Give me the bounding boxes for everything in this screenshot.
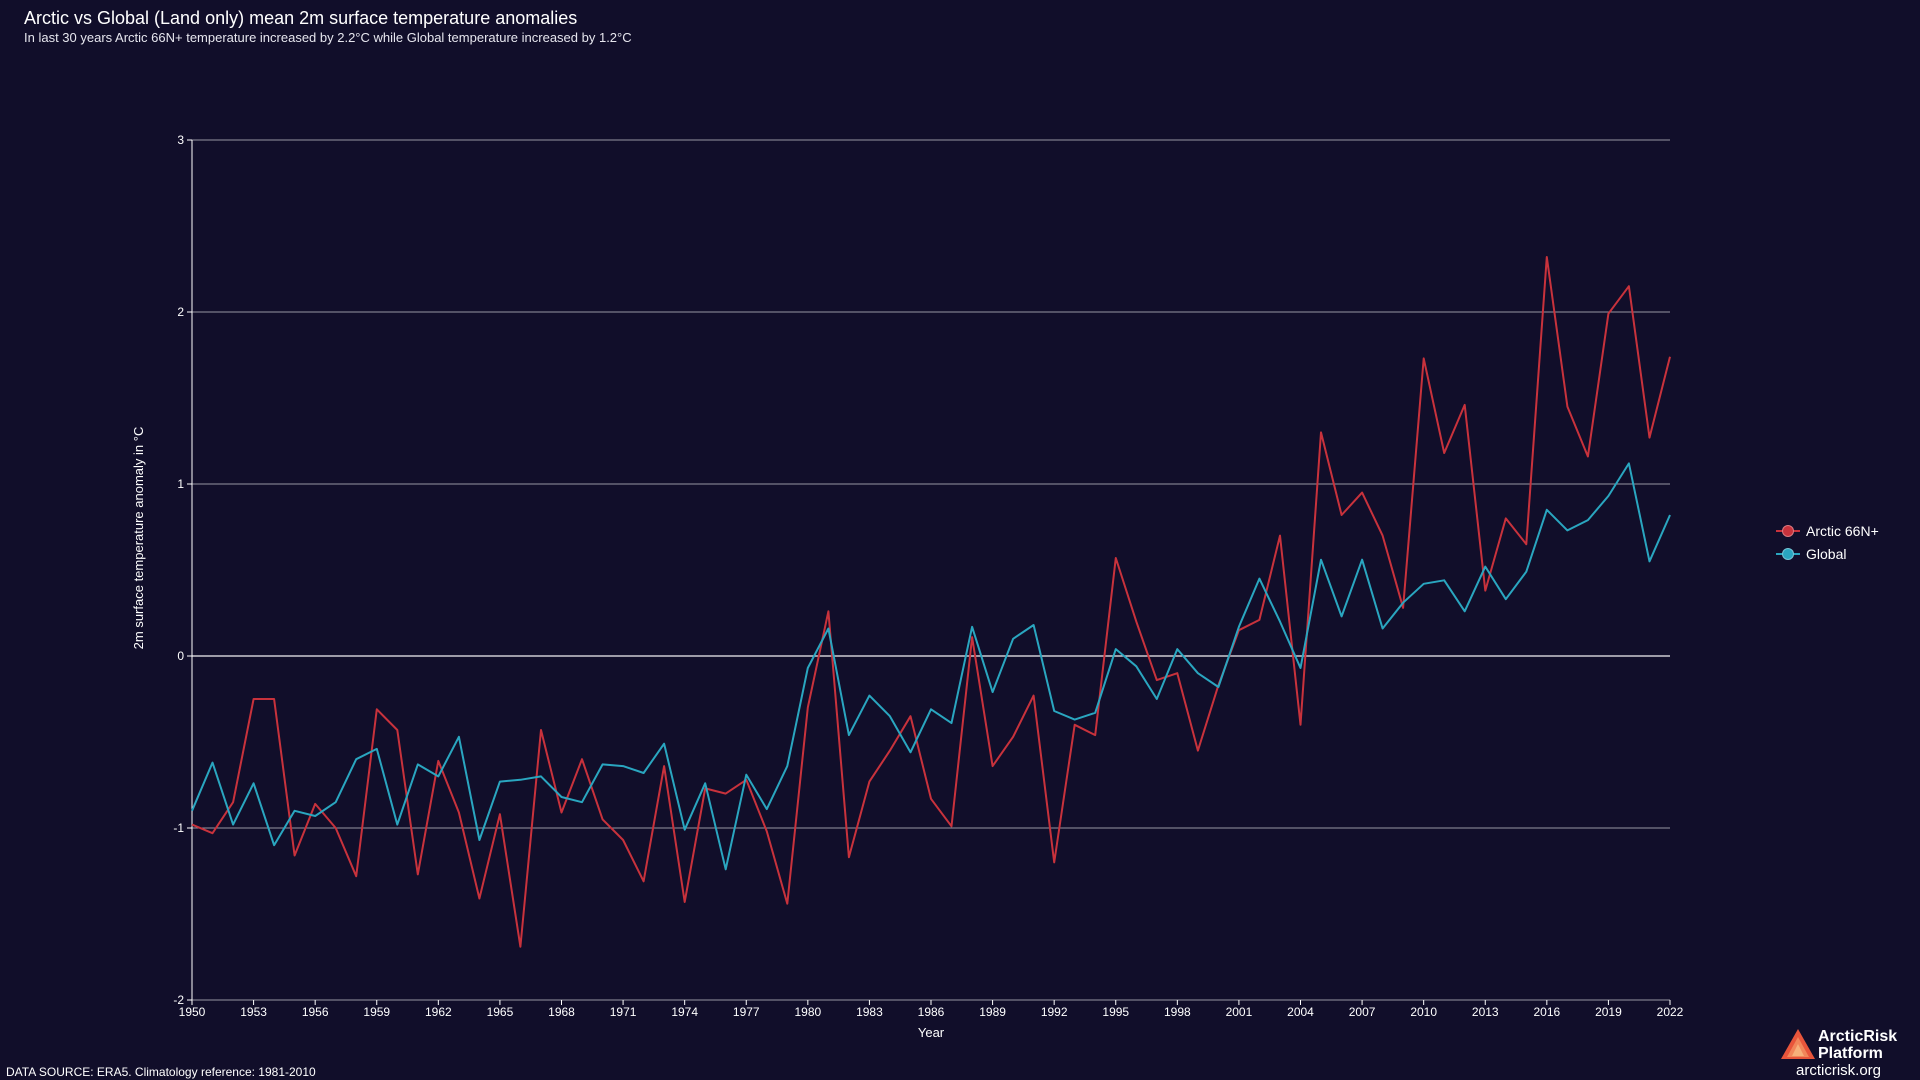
x-tick-label: 1971 [610,1005,637,1019]
global-series-line[interactable] [191,462,1671,871]
legend-arctic-swatch-icon [1776,524,1800,537]
x-tick-label: 2016 [1533,1005,1560,1019]
x-tick-label: 1986 [918,1005,945,1019]
legend-global-label: Global [1806,545,1847,562]
x-tick-label: 2004 [1287,1005,1314,1019]
x-tick-label: 1977 [733,1005,760,1019]
x-tick-label: 1983 [856,1005,883,1019]
x-tick-label: 2019 [1595,1005,1622,1019]
chart-title: Arctic vs Global (Land only) mean 2m sur… [24,8,578,28]
data-source-note: DATA SOURCE: ERA5. Climatology reference… [6,1065,316,1079]
x-tick-label: 2010 [1410,1005,1437,1019]
legend-item-global[interactable]: Global [1776,542,1879,565]
brand-logo[interactable]: ArcticRisk Platform arcticrisk.org [1776,1026,1918,1079]
x-tick-label: 1965 [487,1005,514,1019]
y-tick-label: -2 [173,993,184,1007]
x-tick-label: 1974 [671,1005,698,1019]
x-tick-label: 1998 [1164,1005,1191,1019]
x-tick-label: 1950 [179,1005,206,1019]
brand-name-line2: Platform [1818,1045,1883,1062]
y-axis-label: 2m surface temperature anomaly in °C [131,427,146,650]
x-tick-label: 2001 [1226,1005,1253,1019]
legend-item-arctic[interactable]: Arctic 66N+ [1776,519,1879,542]
legend-global-swatch-icon [1776,547,1800,560]
y-tick-label: 3 [177,133,184,147]
x-tick-label: 1956 [302,1005,329,1019]
x-tick-label: 1968 [548,1005,575,1019]
brand-name: ArcticRisk Platform [1818,1028,1918,1062]
mountain-triangle-icon [1781,1029,1815,1059]
x-tick-label: 1995 [1102,1005,1129,1019]
x-tick-label: 1962 [425,1005,452,1019]
x-tick-label: 1989 [979,1005,1006,1019]
grid-lines [192,139,1670,1001]
brand-name-line1: ArcticRisk [1818,1028,1898,1045]
axes: -2 -1 0 1 2 3 1950 1953 1956 1959 1962 1965 1968 1971… [173,133,1683,1019]
y-tick-label: -1 [173,821,184,835]
chart-subtitle: In last 30 years Arctic 66N+ temperature… [24,30,632,45]
brand-url[interactable]: arcticrisk.org [1796,1062,1882,1079]
x-tick-label: 1959 [363,1005,390,1019]
legend-arctic-label: Arctic 66N+ [1806,522,1879,539]
x-axis-label: Year [918,1025,945,1040]
y-tick-label: 2 [177,305,184,319]
y-tick-label: 0 [177,649,184,663]
x-tick-label: 1992 [1041,1005,1068,1019]
x-tick-label: 2013 [1472,1005,1499,1019]
x-tick-label: 1953 [240,1005,267,1019]
arctic-series-line[interactable] [191,256,1671,948]
x-tick-label: 2007 [1349,1005,1376,1019]
y-tick-label: 1 [177,477,184,491]
x-tick-label: 2022 [1657,1005,1684,1019]
x-tick-label: 1980 [794,1005,821,1019]
series-lines [191,256,1671,948]
legend: Arctic 66N+ Global [1776,519,1879,565]
